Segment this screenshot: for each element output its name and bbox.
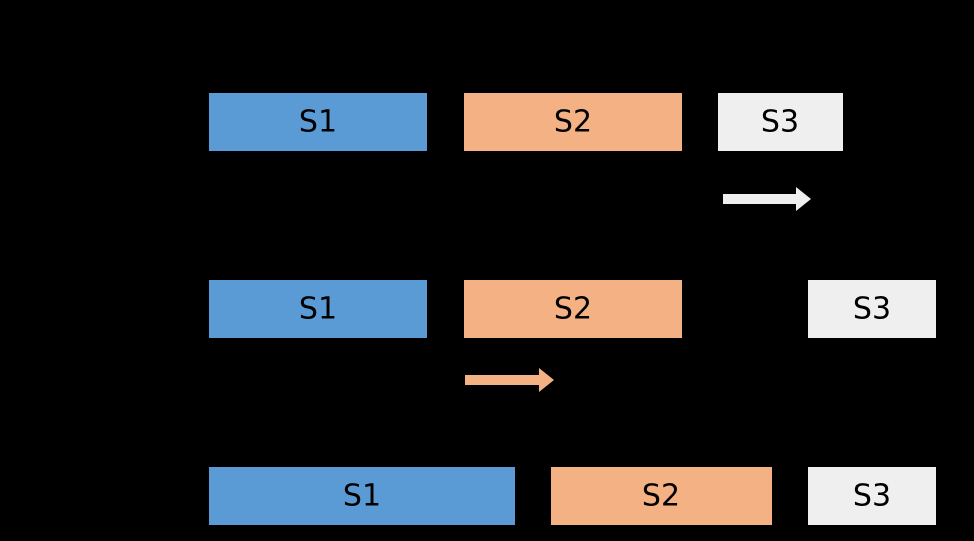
box-label: S3 xyxy=(853,292,891,327)
box xyxy=(464,280,682,338)
box-label: S1 xyxy=(343,479,381,514)
box-label: S1 xyxy=(299,105,337,140)
box-label: S2 xyxy=(554,105,592,140)
box-label: S2 xyxy=(642,479,680,514)
arrow xyxy=(465,368,554,392)
row: S1 S2 S3 xyxy=(209,280,936,338)
row: S1 S2 S3 xyxy=(209,93,843,151)
row: S1 S2 S3 xyxy=(209,467,936,525)
box xyxy=(718,93,843,151)
box-label: S2 xyxy=(554,292,592,327)
box xyxy=(464,93,682,151)
box-label: S1 xyxy=(299,292,337,327)
arrow xyxy=(723,187,811,211)
box xyxy=(209,467,515,525)
box-label: S3 xyxy=(761,105,799,140)
box xyxy=(808,280,936,338)
box xyxy=(209,93,427,151)
box xyxy=(209,280,427,338)
box xyxy=(808,467,936,525)
box xyxy=(551,467,772,525)
box-label: S3 xyxy=(853,479,891,514)
